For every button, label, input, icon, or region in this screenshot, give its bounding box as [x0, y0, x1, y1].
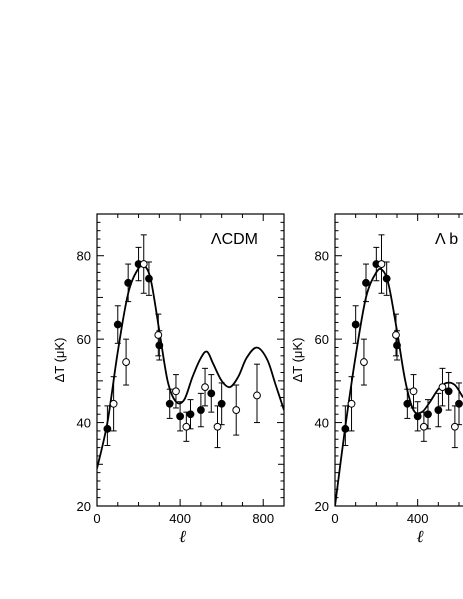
- data-point-open: [182, 422, 191, 431]
- data-point-filled: [165, 399, 174, 408]
- plot-area: [97, 234, 284, 469]
- data-point-open: [201, 383, 209, 392]
- data-point-open: [232, 406, 241, 414]
- panel-lcdm: 0 400 800 20 40 60 80 ℓ ΔT (μK) ΛCDM: [52, 213, 285, 546]
- data-point-open: [172, 387, 180, 396]
- x-tick-label: 800: [252, 511, 274, 526]
- data-point-open: [122, 358, 130, 366]
- data-point-open: [409, 387, 418, 396]
- data-point-filled: [444, 387, 453, 396]
- data-point-filled: [124, 278, 133, 287]
- model-curve: [97, 263, 284, 469]
- data-point-filled: [351, 320, 360, 329]
- panel-title: Λ b: [435, 231, 458, 248]
- y-tick-label: 60: [315, 332, 329, 347]
- panel-title: ΛCDM: [211, 231, 258, 248]
- data-point-open: [213, 422, 222, 431]
- y-tick-label: 20: [77, 499, 91, 514]
- y-tick-label: 40: [77, 416, 91, 431]
- x-axis-label: ℓ: [416, 527, 423, 546]
- data-point-open: [392, 331, 400, 339]
- y-tick-label: 20: [315, 499, 329, 514]
- data-point-filled: [403, 399, 412, 408]
- data-point-open: [377, 260, 386, 268]
- data-point-filled: [341, 424, 350, 433]
- x-tick-label: 0: [93, 511, 100, 526]
- data-point-open: [438, 383, 447, 392]
- data-point-filled: [113, 320, 122, 329]
- data-point-open: [139, 260, 148, 268]
- data-point-open: [109, 399, 118, 408]
- panel-lambda-b: 0 400 20 40 60 80 ℓ ΔT (μK) Λ b: [290, 213, 463, 546]
- data-point-open: [154, 331, 163, 339]
- data-point-filled: [155, 341, 164, 350]
- data-point-open: [253, 391, 261, 400]
- y-axis-label: ΔT (μK): [290, 338, 305, 383]
- x-tick-label: 400: [407, 511, 429, 526]
- y-tick-label: 80: [315, 249, 329, 264]
- data-point-filled: [176, 412, 185, 421]
- data-point-filled: [103, 424, 112, 433]
- data-point-filled: [362, 278, 370, 287]
- plot-area: [335, 234, 463, 506]
- y-tick-label: 60: [77, 332, 91, 347]
- data-point-open: [360, 358, 368, 366]
- data-point-open: [419, 422, 428, 431]
- x-tick-label: 0: [331, 511, 338, 526]
- data-point-filled: [393, 341, 401, 350]
- data-point-filled: [196, 406, 205, 414]
- plot-frame: [334, 213, 463, 507]
- data-point-filled: [382, 274, 391, 283]
- y-tick-label: 80: [77, 249, 91, 264]
- data-point-filled: [145, 274, 153, 283]
- data-point-filled: [434, 406, 443, 414]
- data-point-open: [347, 399, 356, 408]
- data-point-open: [450, 422, 459, 431]
- data-point-filled: [413, 412, 422, 421]
- x-tick-label: 400: [169, 511, 191, 526]
- plot-frame: [96, 213, 285, 507]
- y-axis-label: ΔT (μK): [52, 338, 67, 383]
- data-point-filled: [207, 389, 216, 398]
- x-axis-label: ℓ: [179, 527, 186, 546]
- y-tick-label: 40: [315, 416, 329, 431]
